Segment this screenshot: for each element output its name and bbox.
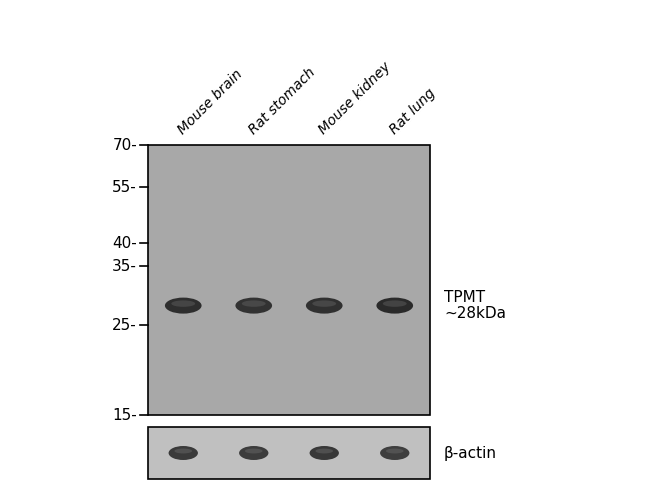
Ellipse shape bbox=[168, 446, 198, 460]
Ellipse shape bbox=[313, 300, 336, 307]
Ellipse shape bbox=[165, 297, 202, 314]
Text: TPMT: TPMT bbox=[444, 290, 485, 305]
Bar bbox=[148, 145, 430, 415]
Bar bbox=[148, 427, 430, 479]
Text: Mouse kidney: Mouse kidney bbox=[317, 60, 394, 137]
Text: Mouse brain: Mouse brain bbox=[176, 67, 245, 137]
Ellipse shape bbox=[386, 449, 404, 453]
Ellipse shape bbox=[309, 446, 339, 460]
Text: 15-: 15- bbox=[112, 408, 137, 422]
Ellipse shape bbox=[235, 297, 272, 314]
Text: ~28kDa: ~28kDa bbox=[444, 306, 506, 321]
Ellipse shape bbox=[174, 449, 192, 453]
Ellipse shape bbox=[239, 446, 268, 460]
Text: 40-: 40- bbox=[112, 236, 137, 250]
Ellipse shape bbox=[380, 446, 410, 460]
Text: Rat stomach: Rat stomach bbox=[246, 65, 318, 137]
Text: 35-: 35- bbox=[112, 259, 137, 274]
Text: β-actin: β-actin bbox=[444, 446, 497, 460]
Ellipse shape bbox=[245, 449, 263, 453]
Ellipse shape bbox=[376, 297, 413, 314]
Ellipse shape bbox=[315, 449, 333, 453]
Text: 55-: 55- bbox=[112, 180, 137, 195]
Ellipse shape bbox=[242, 300, 266, 307]
Ellipse shape bbox=[383, 300, 407, 307]
Ellipse shape bbox=[172, 300, 195, 307]
Text: 70-: 70- bbox=[112, 137, 137, 153]
Text: Rat lung: Rat lung bbox=[387, 86, 438, 137]
Ellipse shape bbox=[306, 297, 343, 314]
Text: 25-: 25- bbox=[112, 318, 137, 333]
